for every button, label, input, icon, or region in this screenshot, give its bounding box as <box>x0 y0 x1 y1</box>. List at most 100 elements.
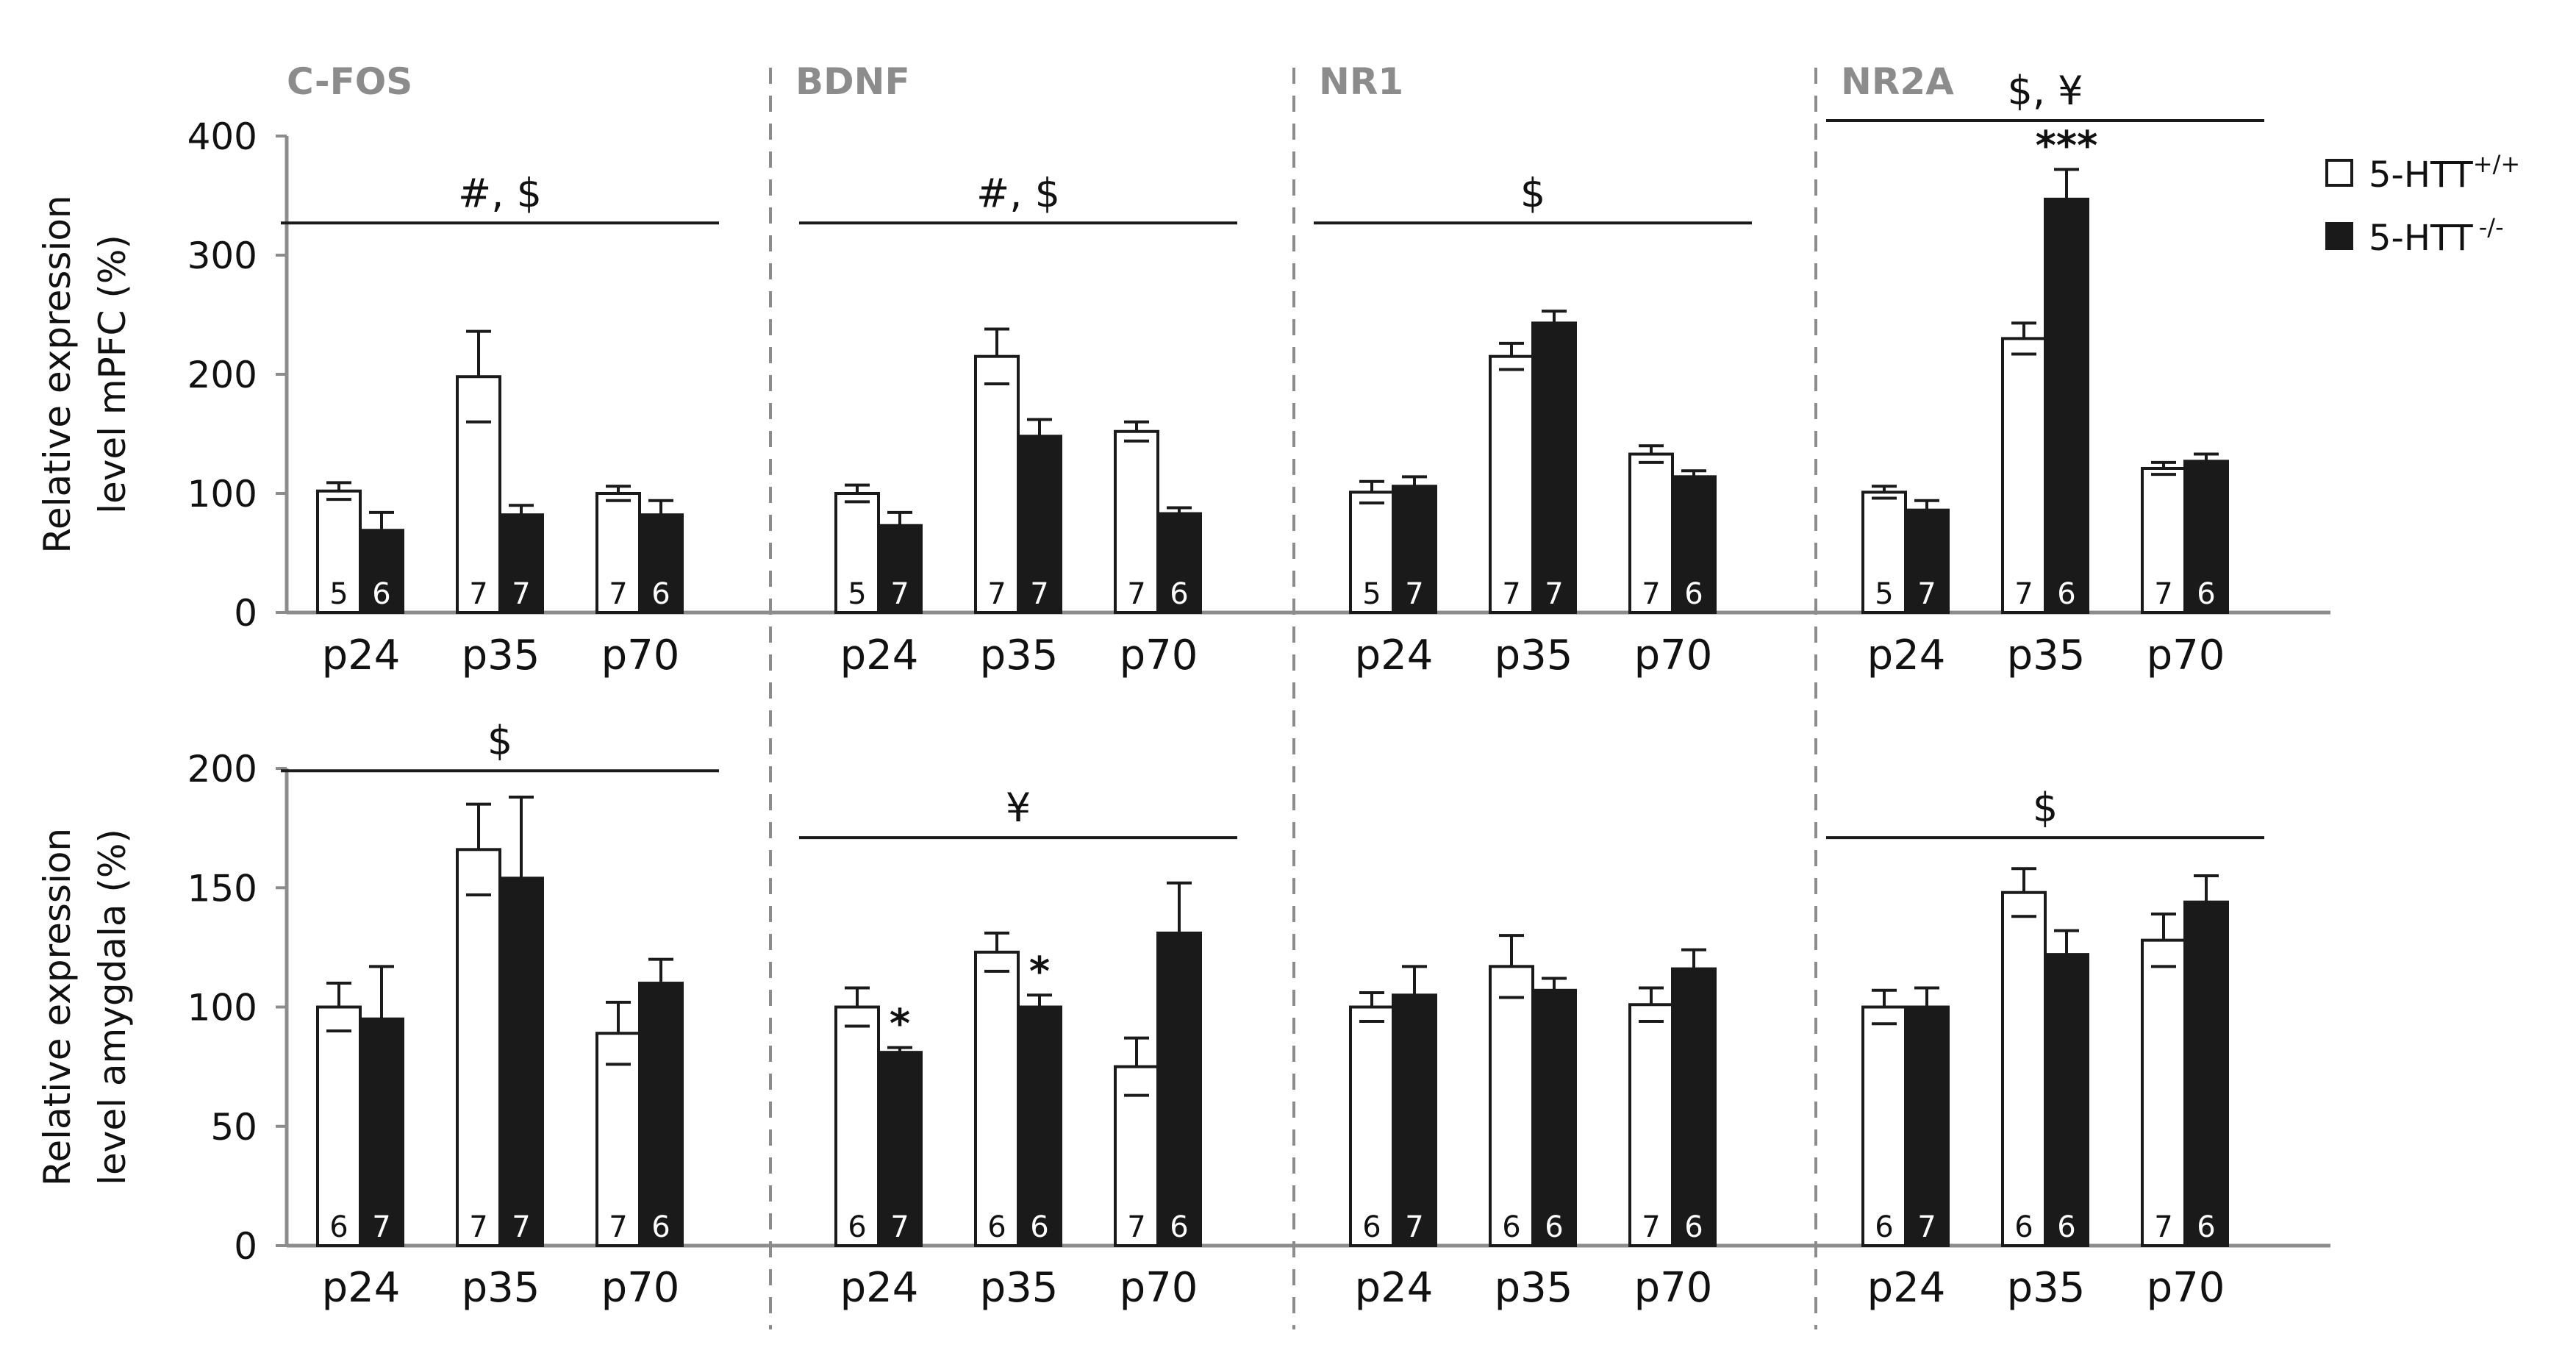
n-label-mPFC-bdnf-p24-ko: 7 <box>890 577 909 611</box>
bar-mPFC-cfos-p70-ko <box>638 513 684 614</box>
n-label-mPFC-nr2a-p70-ko: 6 <box>2197 577 2215 611</box>
gene-title-bdnf: BDNF <box>795 60 910 103</box>
bar-mPFC-cfos-p24-ko <box>359 529 404 614</box>
bar-amygdala-nr1-p24-ko <box>1392 993 1437 1248</box>
bar-mPFC-nr1-p24-wt <box>1349 490 1395 614</box>
bar-amygdala-bdnf-p24-ko <box>877 1051 923 1248</box>
n-label-amygdala-bdnf-p70-wt: 7 <box>1127 1210 1145 1244</box>
y-tick-label-amygdala-1: 50 <box>210 1106 257 1149</box>
x-tick-label-mPFC-cfos-p70: p70 <box>601 632 680 679</box>
y-tick-label-amygdala-3: 150 <box>187 867 257 910</box>
n-label-mPFC-nr2a-p24-ko: 7 <box>1917 577 1936 611</box>
x-tick-label-amygdala-cfos-p70: p70 <box>601 1264 680 1312</box>
bar-amygdala-cfos-p70-ko <box>638 982 684 1248</box>
significance-label-mPFC-cfos: #, $ <box>458 170 542 216</box>
n-label-amygdala-nr2a-p24-ko: 7 <box>1917 1210 1936 1244</box>
bar-amygdala-nr2a-p35-wt <box>2001 890 2047 1247</box>
y-tick-label-amygdala-2: 100 <box>187 987 257 1029</box>
bar-amygdala-bdnf-p70-ko <box>1156 931 1202 1248</box>
n-label-amygdala-cfos-p35-ko: 7 <box>512 1210 530 1244</box>
n-label-mPFC-bdnf-p70-ko: 6 <box>1170 577 1188 611</box>
bar-amygdala-nr1-p35-ko <box>1531 988 1577 1248</box>
x-tick-label-mPFC-nr1-p35: p35 <box>1495 632 1573 679</box>
x-tick-label-mPFC-bdnf-p35: p35 <box>980 632 1059 679</box>
x-tick-label-mPFC-bdnf-p24: p24 <box>840 632 919 679</box>
y-tick-label-mPFC-3: 300 <box>187 235 257 277</box>
legend: 5-HTT+/+ 5-HTT -/- <box>2325 150 2520 259</box>
bar-mPFC-bdnf-p70-wt <box>1114 429 1159 615</box>
bar-mPFC-cfos-p35-ko <box>498 513 544 614</box>
bar-amygdala-bdnf-p35-wt <box>974 950 1020 1247</box>
n-label-mPFC-cfos-p35-ko: 7 <box>512 577 530 611</box>
n-label-amygdala-nr2a-p70-wt: 7 <box>2154 1210 2172 1244</box>
n-label-amygdala-cfos-p70-wt: 7 <box>609 1210 627 1244</box>
bar-mPFC-bdnf-p35-wt <box>974 354 1020 614</box>
gene-title-nr2a: NR2A <box>1841 60 1954 103</box>
gene-title-nr1: NR1 <box>1319 60 1403 103</box>
n-label-amygdala-nr1-p70-wt: 7 <box>1642 1210 1660 1244</box>
n-label-amygdala-cfos-p24-wt: 6 <box>329 1210 348 1244</box>
bar-mPFC-nr2a-p24-ko <box>1904 508 1950 614</box>
significance-label-amygdala-nr2a: $ <box>2033 785 2058 831</box>
n-label-mPFC-cfos-p24-ko: 6 <box>372 577 390 611</box>
bar-mPFC-bdnf-p70-ko <box>1156 512 1202 614</box>
n-label-mPFC-nr1-p70-wt: 7 <box>1642 577 1660 611</box>
bar-mPFC-nr2a-p35-ko <box>2044 197 2089 614</box>
y-tick-label-amygdala-0: 0 <box>234 1225 257 1268</box>
n-label-mPFC-nr2a-p24-wt: 5 <box>1875 577 1893 611</box>
n-label-amygdala-nr1-p35-wt: 6 <box>1502 1210 1520 1244</box>
bar-amygdala-nr2a-p70-wt <box>2141 938 2186 1247</box>
n-label-amygdala-nr2a-p35-ko: 6 <box>2057 1210 2075 1244</box>
bar-amygdala-nr1-p70-ko <box>1671 967 1717 1247</box>
bar-amygdala-nr2a-p70-ko <box>2183 900 2229 1247</box>
bar-mPFC-nr2a-p35-wt <box>2001 337 2047 614</box>
x-tick-label-amygdala-nr2a-p70: p70 <box>2147 1264 2225 1312</box>
charts-layer: 0 100 200 300 400 Relative expression level mP… <box>36 60 2330 1329</box>
n-label-amygdala-nr2a-p35-wt: 6 <box>2014 1210 2033 1244</box>
bar-mPFC-nr2a-p70-ko <box>2183 460 2229 615</box>
x-tick-label-amygdala-cfos-p24: p24 <box>322 1264 401 1312</box>
x-tick-label-amygdala-bdnf-p35: p35 <box>980 1264 1059 1312</box>
n-label-amygdala-bdnf-p35-wt: 6 <box>987 1210 1006 1244</box>
n-label-mPFC-cfos-p70-wt: 7 <box>609 577 627 611</box>
significance-label-mPFC-nr2a: $, ¥ <box>2007 68 2083 114</box>
n-label-amygdala-cfos-p35-wt: 7 <box>469 1210 487 1244</box>
n-label-amygdala-bdnf-p24-wt: 6 <box>848 1210 866 1244</box>
y-tick-label-amygdala-4: 200 <box>187 748 257 790</box>
y-tick-label-mPFC-4: 400 <box>187 115 257 158</box>
n-label-amygdala-nr2a-p24-wt: 6 <box>1875 1210 1893 1244</box>
star-label-mPFC-nr2a-p35-ko: *** <box>2036 122 2098 168</box>
x-tick-label-mPFC-cfos-p24: p24 <box>322 632 401 679</box>
bar-amygdala-cfos-p24-wt <box>316 1005 362 1247</box>
n-label-mPFC-bdnf-p24-wt: 5 <box>848 577 866 611</box>
bar-mPFC-nr1-p70-wt <box>1628 452 1674 614</box>
legend-label-wt: 5-HTT+/+ <box>2369 150 2520 196</box>
bar-mPFC-cfos-p35-wt <box>456 375 501 614</box>
x-tick-label-amygdala-nr2a-p35: p35 <box>2007 1264 2086 1312</box>
n-label-amygdala-nr1-p24-wt: 6 <box>1362 1210 1381 1244</box>
x-tick-label-mPFC-nr2a-p70: p70 <box>2147 632 2225 679</box>
n-label-mPFC-nr2a-p70-wt: 7 <box>2154 577 2172 611</box>
bar-amygdala-cfos-p35-wt <box>456 848 501 1247</box>
n-label-mPFC-nr1-p70-ko: 6 <box>1684 577 1703 611</box>
x-tick-label-mPFC-nr1-p24: p24 <box>1355 632 1434 679</box>
x-tick-label-mPFC-nr2a-p24: p24 <box>1867 632 1946 679</box>
n-label-amygdala-nr2a-p70-ko: 6 <box>2197 1210 2215 1244</box>
n-label-mPFC-cfos-p24-wt: 5 <box>329 577 348 611</box>
n-label-mPFC-nr2a-p35-ko: 6 <box>2057 577 2075 611</box>
n-label-mPFC-nr1-p35-wt: 7 <box>1502 577 1520 611</box>
n-label-amygdala-bdnf-p35-ko: 6 <box>1030 1210 1048 1244</box>
x-tick-label-amygdala-nr1-p70: p70 <box>1634 1264 1713 1312</box>
y-axis-title-line1-mPFC: Relative expression <box>36 195 79 553</box>
y-tick-label-mPFC-0: 0 <box>234 592 257 635</box>
x-tick-label-mPFC-nr2a-p35: p35 <box>2007 632 2086 679</box>
bar-amygdala-nr1-p24-wt <box>1349 1005 1395 1247</box>
significance-label-amygdala-bdnf: ¥ <box>1006 785 1031 831</box>
n-label-amygdala-bdnf-p70-ko: 6 <box>1170 1210 1188 1244</box>
significance-label-amygdala-cfos: $ <box>487 718 512 764</box>
bar-amygdala-nr2a-p24-ko <box>1904 1005 1950 1247</box>
bar-amygdala-nr2a-p35-ko <box>2044 953 2089 1247</box>
bar-amygdala-bdnf-p35-ko <box>1017 1005 1062 1247</box>
bar-amygdala-cfos-p35-ko <box>498 877 544 1248</box>
legend-swatch-wt <box>2325 159 2353 187</box>
